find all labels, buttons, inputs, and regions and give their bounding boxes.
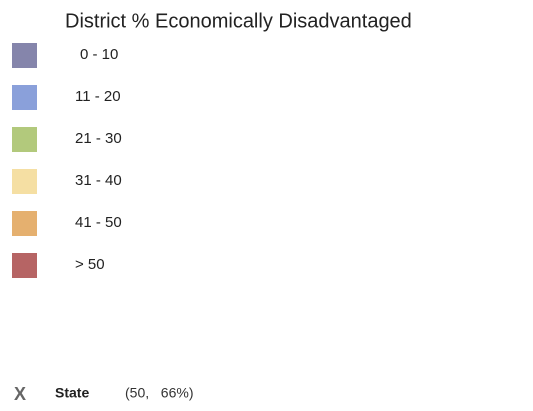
marker-label: State [55, 385, 89, 401]
legend-swatch [12, 169, 37, 194]
legend-swatch [12, 211, 37, 236]
legend-label: 11 - 20 [75, 88, 121, 105]
legend-label: > 50 [75, 256, 105, 273]
legend-items: 0 - 10 11 - 20 21 - 30 31 - 40 41 - 50 > 50 [12, 43, 122, 278]
legend-swatch [12, 127, 37, 152]
legend-label: 31 - 40 [75, 172, 122, 189]
legend-title: District % Economically Disadvantaged [65, 10, 412, 32]
legend-swatch [12, 253, 37, 278]
legend-label: 41 - 50 [75, 214, 122, 231]
legend-label: 21 - 30 [75, 130, 122, 147]
legend-swatch [12, 43, 37, 68]
legend-label: 0 - 10 [80, 46, 118, 63]
marker-value: (50, 66%) [125, 385, 193, 401]
legend-swatch [12, 85, 37, 110]
marker-symbol: X [14, 384, 26, 404]
